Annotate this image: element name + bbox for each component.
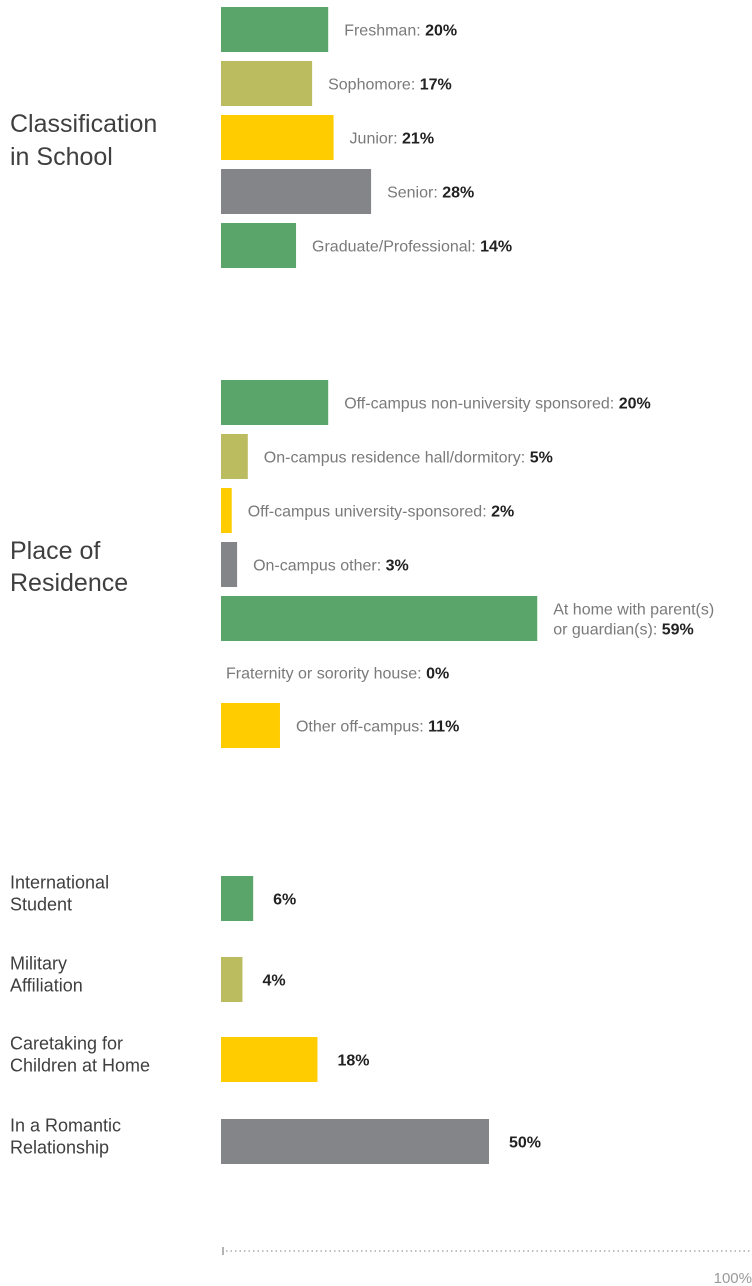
bar-label-off-campus-non-university-sponsored: Off-campus non-university sponsored: 20%	[344, 396, 651, 413]
bar-value-sophomore: 17%	[420, 77, 452, 94]
category-label-military-affiliation: Affiliation	[10, 976, 83, 996]
bar-senior	[221, 169, 372, 214]
bar-in-a-romantic-relationship	[221, 1119, 489, 1164]
bar-value-fraternity-or-sorority-house: 0%	[426, 666, 449, 683]
bar-label-off-campus-university-sponsored: Off-campus university-sponsored: 2%	[248, 504, 514, 521]
group-title-line: Residence	[10, 569, 128, 597]
bar-value-graduate-professional: 14%	[480, 239, 512, 256]
bar-value-at-home-with-parent-s-or-guardian-s: 59%	[662, 622, 694, 639]
bar-label-on-campus-residence-hall-dormitory: On-campus residence hall/dormitory: 5%	[264, 450, 553, 467]
percent-axis: 100%	[222, 1247, 752, 1286]
bar-off-campus-non-university-sponsored	[221, 380, 329, 425]
category-label-international-student: Student	[10, 895, 72, 915]
bar-value-international-student: 6%	[273, 892, 296, 909]
category-label-international-student: International	[10, 873, 109, 893]
bar-value-caretaking-for-children-at-home: 18%	[337, 1053, 369, 1070]
group-title-line: in School	[10, 143, 113, 171]
category-label-in-a-romantic-relationship: Relationship	[10, 1138, 109, 1158]
bar-label-sophomore: Sophomore: 17%	[328, 77, 452, 94]
bar-value-junior: 21%	[402, 131, 434, 148]
category-label-in-a-romantic-relationship: In a Romantic	[10, 1116, 121, 1136]
bar-label-junior: Junior: 21%	[350, 131, 435, 148]
bar-value-military-affiliation: 4%	[262, 973, 285, 990]
category-label-caretaking-for-children-at-home: Children at Home	[10, 1056, 150, 1076]
bar-junior	[221, 115, 334, 160]
bar-international-student	[221, 876, 254, 921]
bar-label-freshman: Freshman: 20%	[344, 23, 457, 40]
bar-value-freshman: 20%	[425, 23, 457, 40]
bar-label-other-off-campus: Other off-campus: 11%	[296, 719, 459, 736]
place-of-residence-group: Place of Residence Off-campus non-universi…	[10, 380, 714, 748]
bar-off-campus-university-sponsored	[221, 488, 232, 533]
category-label-caretaking-for-children-at-home: Caretaking for	[10, 1034, 123, 1054]
group-title-line: Place of	[10, 537, 100, 565]
bar-value-in-a-romantic-relationship: 50%	[509, 1135, 541, 1152]
bar-label-graduate-professional: Graduate/Professional: 14%	[312, 239, 512, 256]
bar-value-off-campus-non-university-sponsored: 20%	[619, 396, 651, 413]
bar-graduate-professional	[221, 223, 297, 268]
bar-value-on-campus-residence-hall-dormitory: 5%	[530, 450, 553, 467]
bar-at-home-with-parent-s-or-guardian-s	[221, 596, 538, 641]
bar-label-at-home-with-parent-s-or-guardian-s: or guardian(s): 59%	[553, 622, 694, 639]
bar-on-campus-residence-hall-dormitory	[221, 434, 248, 479]
axis-max-label: 100%	[714, 1270, 752, 1286]
group-title-line: Classification	[10, 110, 157, 138]
bar-value-on-campus-other: 3%	[386, 558, 409, 575]
bar-caretaking-for-children-at-home	[221, 1037, 318, 1082]
bar-other-off-campus	[221, 703, 280, 748]
bar-label-fraternity-or-sorority-house: Fraternity or sorority house: 0%	[226, 666, 449, 683]
bar-value-other-off-campus: 11%	[428, 719, 459, 736]
bar-label-on-campus-other: On-campus other: 3%	[253, 558, 409, 575]
bar-on-campus-other	[221, 542, 238, 587]
bar-military-affiliation	[221, 957, 243, 1002]
bar-label-senior: Senior: 28%	[387, 185, 474, 202]
bar-freshman	[221, 7, 329, 52]
bar-label-at-home-with-parent-s-or-guardian-s: At home with parent(s)	[553, 602, 714, 619]
bar-sophomore	[221, 61, 313, 106]
bar-value-senior: 28%	[442, 185, 474, 202]
classification-in-school-group: Classification in School Freshman: 20% Soph…	[10, 7, 512, 268]
category-label-military-affiliation: Military	[10, 954, 67, 974]
bar-value-off-campus-university-sponsored: 2%	[491, 504, 514, 521]
